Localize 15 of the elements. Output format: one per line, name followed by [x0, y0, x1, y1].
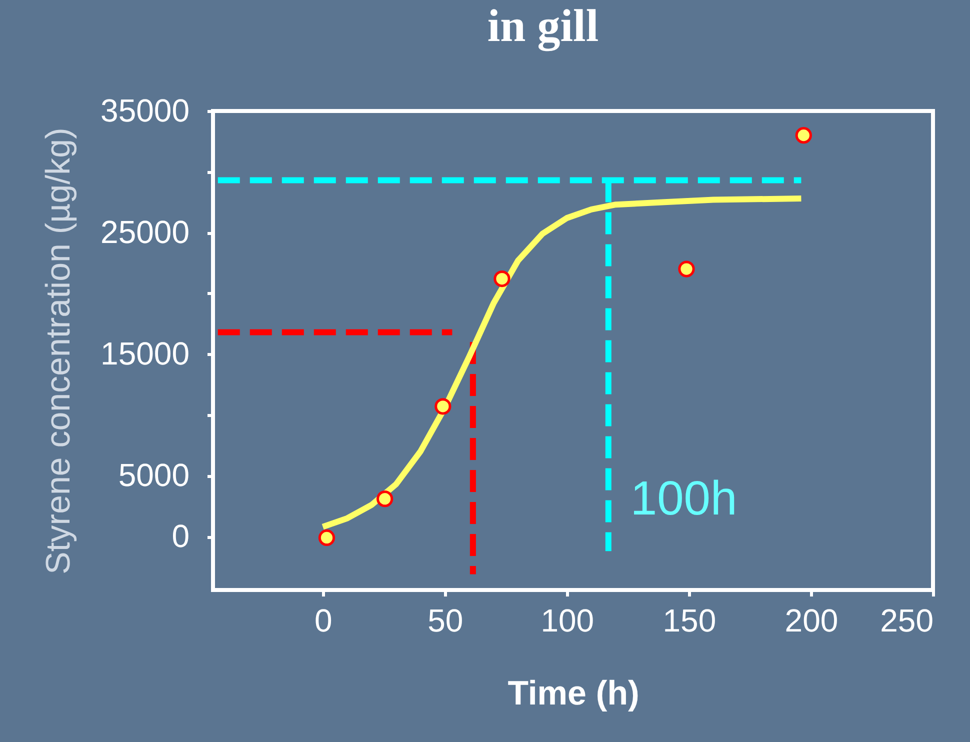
x-tick-label: 250 — [880, 602, 934, 638]
x-tick-label: 200 — [784, 602, 838, 638]
chart-title: in gill — [487, 0, 599, 52]
y-tick-label: 15000 — [100, 336, 190, 372]
x-axis-title: Time (h) — [508, 674, 640, 712]
y-tick-label: 25000 — [100, 214, 190, 250]
y-tick-label: 5000 — [118, 457, 190, 494]
x-tick-label: 100 — [540, 602, 594, 638]
x-tick-label: 150 — [662, 602, 716, 638]
annotation: 100h — [630, 472, 738, 526]
y-tick-label: 35000 — [100, 92, 190, 128]
y-tick-label: 0 — [172, 518, 190, 554]
x-tick-label: 50 — [428, 602, 464, 638]
y-axis-title: Styrene concentration (µg/kg) — [40, 128, 78, 574]
x-tick-label: 0 — [314, 602, 332, 638]
